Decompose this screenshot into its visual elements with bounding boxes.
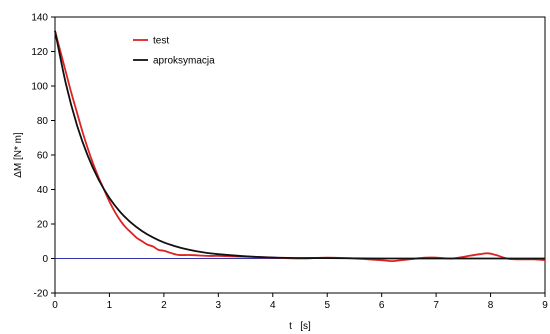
- x-tick-label: 2: [161, 300, 167, 311]
- x-axis-label: t [s]: [289, 321, 311, 332]
- y-tick-label: 80: [37, 116, 49, 127]
- x-tick-label: 5: [324, 300, 330, 311]
- x-tick-label: 8: [488, 300, 494, 311]
- y-tick-label: -20: [34, 289, 49, 300]
- y-tick-label: 120: [31, 47, 48, 58]
- plot-area: [54, 16, 546, 294]
- y-tick-label: 20: [37, 220, 49, 231]
- legend-label: aproksymacja: [153, 56, 215, 67]
- legend-label: test: [153, 36, 169, 47]
- y-tick-label: 100: [31, 82, 48, 93]
- series-line-test: [54, 30, 546, 263]
- x-tick-label: 0: [52, 300, 58, 311]
- x-tick-label: 3: [216, 300, 222, 311]
- y-axis-label: ΔM [N* m]: [13, 132, 24, 178]
- x-tick-label: 1: [107, 300, 113, 311]
- x-tick-label: 7: [433, 300, 439, 311]
- x-tick-label: 6: [379, 300, 385, 311]
- plot-border: [54, 16, 546, 294]
- series-line-aproksymacja: [54, 30, 545, 260]
- x-tick-label: 9: [542, 300, 548, 311]
- y-tick-label: 0: [42, 254, 48, 265]
- y-axis: -20 0 20 40 60 80 100 120 140: [31, 13, 55, 300]
- legend: test aproksymacja: [133, 36, 215, 67]
- y-tick-label: 60: [37, 151, 49, 162]
- x-axis: 0 1 2 3 4 5 6 7 8 9: [52, 293, 548, 311]
- y-tick-label: 40: [37, 185, 49, 196]
- series-layer: [54, 30, 546, 263]
- y-tick-label: 140: [31, 13, 48, 24]
- x-tick-label: 4: [270, 300, 276, 311]
